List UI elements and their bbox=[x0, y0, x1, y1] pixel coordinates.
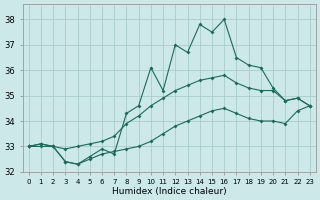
X-axis label: Humidex (Indice chaleur): Humidex (Indice chaleur) bbox=[112, 187, 227, 196]
